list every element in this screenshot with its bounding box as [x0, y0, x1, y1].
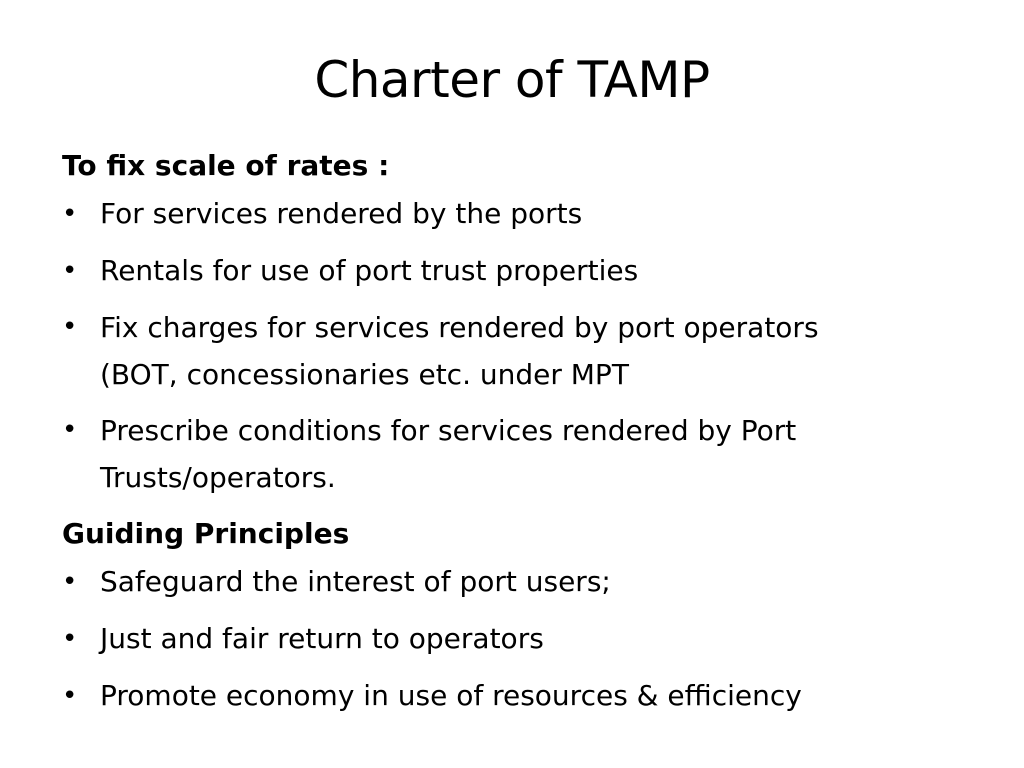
list-item: • Promote economy in use of resources & …: [62, 672, 962, 720]
list-item-text: Rentals for use of port trust properties: [100, 254, 639, 287]
bullet-icon: •: [62, 624, 78, 654]
list-item: • Just and fair return to operators: [62, 615, 962, 663]
list-item-text: Promote economy in use of resources & ef…: [100, 679, 802, 712]
list-item: • Rentals for use of port trust properti…: [62, 247, 962, 295]
section-heading-guiding-principles: Guiding Principles: [62, 517, 350, 550]
list-item-text-line-1: Prescribe conditions for services render…: [100, 414, 797, 447]
list-item-text-line-2: Trusts/operators.: [100, 461, 336, 494]
bullet-icon: •: [62, 415, 78, 445]
list-item-text: For services rendered by the ports: [100, 197, 583, 230]
bullet-icon: •: [62, 256, 78, 286]
bullet-icon: •: [62, 199, 78, 229]
list-item: • For services rendered by the ports: [62, 190, 962, 238]
list-item-text-line-1: Fix charges for services rendered by por…: [100, 311, 819, 344]
list-item: • Safeguard the interest of port users;: [62, 558, 962, 606]
slide-title: Charter of TAMP: [314, 51, 710, 109]
list-item-text-line-2: (BOT, concessionaries etc. under MPT: [100, 358, 629, 391]
bullet-icon: •: [62, 681, 78, 711]
list-item: • Fix charges for services rendered by p…: [62, 304, 962, 398]
bullet-list-guiding-principles: • Safeguard the interest of port users; …: [62, 558, 962, 720]
list-item-text: Safeguard the interest of port users;: [100, 565, 611, 598]
slide-content: To fix scale of rates : • For services r…: [62, 142, 962, 720]
list-item-text: Just and fair return to operators: [100, 622, 544, 655]
section-heading-scale-of-rates: To fix scale of rates :: [62, 149, 390, 182]
bullet-list-scale-of-rates: • For services rendered by the ports • R…: [62, 190, 962, 501]
bullet-icon: •: [62, 567, 78, 597]
list-item: • Prescribe conditions for services rend…: [62, 407, 962, 501]
bullet-icon: •: [62, 312, 78, 342]
